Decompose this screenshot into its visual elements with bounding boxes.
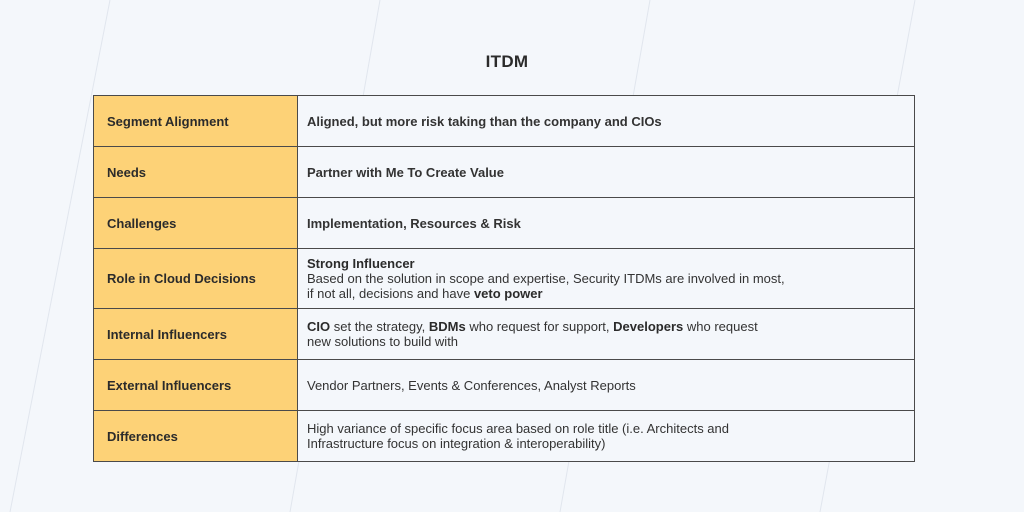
- table-row: External Influencers Vendor Partners, Ev…: [93, 359, 915, 411]
- row-label: External Influencers: [93, 359, 298, 411]
- internal-text-2: who request for support,: [465, 319, 614, 334]
- row-label: Role in Cloud Decisions: [93, 248, 298, 309]
- row-label: Needs: [93, 146, 298, 198]
- row-value: Aligned, but more risk taking than the c…: [297, 95, 915, 147]
- row-value: Partner with Me To Create Value: [297, 146, 915, 198]
- table-row: Role in Cloud Decisions Strong Influence…: [93, 248, 915, 309]
- row-label: Internal Influencers: [93, 308, 298, 360]
- row-label: Challenges: [93, 197, 298, 249]
- table-row: Needs Partner with Me To Create Value: [93, 146, 915, 198]
- role-line-1: Based on the solution in scope and exper…: [307, 271, 785, 286]
- row-label: Segment Alignment: [93, 95, 298, 147]
- internal-line-1: CIO set the strategy, BDMs who request f…: [307, 319, 914, 334]
- row-label: Differences: [93, 410, 298, 462]
- table-row: Internal Influencers CIO set the strateg…: [93, 308, 915, 360]
- internal-text-1: set the strategy,: [330, 319, 429, 334]
- differences-line-2: Infrastructure focus on integration & in…: [307, 436, 606, 451]
- internal-text-3: who request: [683, 319, 758, 334]
- role-line-2: if not all, decisions and have veto powe…: [307, 286, 914, 301]
- table-row: Challenges Implementation, Resources & R…: [93, 197, 915, 249]
- internal-line-2: new solutions to build with: [307, 334, 459, 349]
- row-value: Strong Influencer Based on the solution …: [297, 248, 915, 309]
- row-value: Vendor Partners, Events & Conferences, A…: [297, 359, 915, 411]
- differences-line-1: High variance of specific focus area bas…: [307, 421, 729, 436]
- row-value: CIO set the strategy, BDMs who request f…: [297, 308, 915, 360]
- veto-power-text: veto power: [473, 286, 543, 301]
- role-heading: Strong Influencer: [307, 256, 415, 271]
- table-row: Differences High variance of specific fo…: [93, 410, 915, 462]
- itdm-profile-table: Segment Alignment Aligned, but more risk…: [93, 95, 915, 462]
- developers-text: Developers: [613, 319, 684, 334]
- cio-text: CIO: [307, 319, 331, 334]
- row-value: Implementation, Resources & Risk: [297, 197, 915, 249]
- bdms-text: BDMs: [428, 319, 466, 334]
- page-title: ITDM: [485, 52, 529, 71]
- role-line-2-text: if not all, decisions and have: [307, 286, 474, 301]
- row-value: High variance of specific focus area bas…: [297, 410, 915, 462]
- table-row: Segment Alignment Aligned, but more risk…: [93, 95, 915, 147]
